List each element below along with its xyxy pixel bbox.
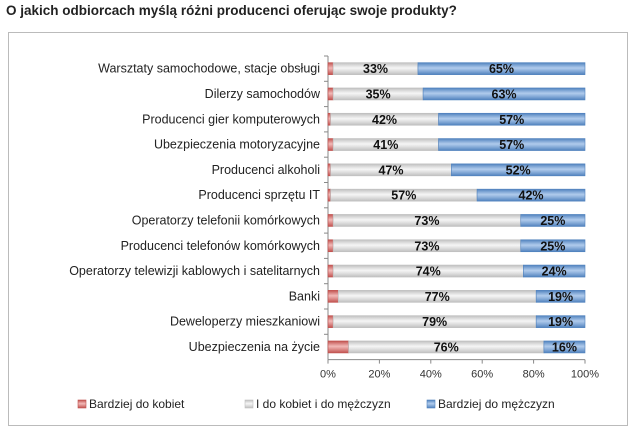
data-label: 42% xyxy=(372,113,397,127)
data-label: 35% xyxy=(366,87,391,101)
bar-segment xyxy=(327,188,331,202)
category-label: Producenci alkoholi xyxy=(212,163,320,177)
bar-segment xyxy=(327,138,334,151)
bar-segment xyxy=(327,87,334,101)
data-label: 57% xyxy=(499,138,524,152)
data-label: 79% xyxy=(422,315,447,329)
category-label: Ubezpieczenia na życie xyxy=(189,340,320,354)
legend-swatch xyxy=(77,399,87,409)
bar-segment xyxy=(535,315,586,328)
data-label: 16% xyxy=(552,340,577,354)
legend-swatch xyxy=(426,399,436,409)
chart-title: O jakich odbiorcach myślą różni producen… xyxy=(6,3,457,18)
x-tick-label: 40% xyxy=(420,369,442,381)
bar-segment xyxy=(422,87,586,101)
bar-segment xyxy=(520,239,586,253)
legend-label: Bardziej do mężczyzn xyxy=(438,397,555,411)
bar-segment xyxy=(327,163,331,177)
category-label: Banki xyxy=(289,289,320,303)
data-label: 47% xyxy=(378,163,403,177)
category-label: Deweloperzy mieszkaniowi xyxy=(170,315,320,329)
chart-frame xyxy=(8,32,628,426)
data-label: 24% xyxy=(542,265,567,279)
data-label: 25% xyxy=(540,239,565,253)
legend-swatch xyxy=(244,399,254,409)
bar-segment xyxy=(451,163,586,177)
x-tick-label: 80% xyxy=(523,369,545,381)
bar-segment xyxy=(327,340,349,354)
bar-segment xyxy=(327,112,331,126)
bar-segment xyxy=(327,264,334,278)
data-label: 57% xyxy=(499,113,524,127)
data-label: 73% xyxy=(414,239,439,253)
data-label: 42% xyxy=(519,189,544,203)
bar-segment xyxy=(535,290,586,303)
data-label: 25% xyxy=(540,214,565,228)
bar-segment xyxy=(327,290,339,303)
category-label: Ubezpieczenia motoryzacyjne xyxy=(154,138,320,152)
data-label: 19% xyxy=(548,290,573,304)
bar-segment xyxy=(476,188,586,202)
category-label: Operatorzy telewizji kablowych i satelit… xyxy=(69,264,320,278)
bar-segment xyxy=(417,62,586,75)
category-label: Producenci gier komputerowych xyxy=(142,112,320,126)
x-tick-label: 20% xyxy=(368,369,390,381)
data-label: 19% xyxy=(548,315,573,329)
category-label: Operatorzy telefonii komórkowych xyxy=(132,213,320,227)
category-label: Warsztaty samochodowe, stacje obsługi xyxy=(98,62,320,76)
category-label: Producenci telefonów komórkowych xyxy=(121,239,320,253)
bar-segment xyxy=(520,214,586,227)
legend-label: I do kobiet i do mężczyzn xyxy=(256,397,391,411)
x-tick-label: 100% xyxy=(571,369,599,381)
x-tick-label: 60% xyxy=(471,369,493,381)
bar-segment xyxy=(438,112,586,126)
data-label: 33% xyxy=(363,62,388,76)
bar-segment xyxy=(327,214,334,227)
data-label: 77% xyxy=(425,290,450,304)
data-label: 57% xyxy=(391,189,416,203)
data-label: 73% xyxy=(414,214,439,228)
bar-segment xyxy=(523,264,586,278)
bar-segment xyxy=(327,239,334,253)
data-label: 74% xyxy=(416,265,441,279)
data-label: 52% xyxy=(506,163,531,177)
data-label: 76% xyxy=(434,340,459,354)
legend-label: Bardziej do kobiet xyxy=(89,397,185,411)
bar-segment xyxy=(438,138,586,151)
category-label: Dilerzy samochodów xyxy=(205,87,321,101)
bar-segment xyxy=(327,62,334,75)
bar-segment xyxy=(327,315,334,328)
data-label: 41% xyxy=(373,138,398,152)
bar-segment xyxy=(543,340,586,354)
x-tick-label: 0% xyxy=(320,369,336,381)
data-label: 63% xyxy=(492,87,517,101)
category-label: Producenci sprzętu IT xyxy=(198,188,320,202)
data-label: 65% xyxy=(489,62,514,76)
